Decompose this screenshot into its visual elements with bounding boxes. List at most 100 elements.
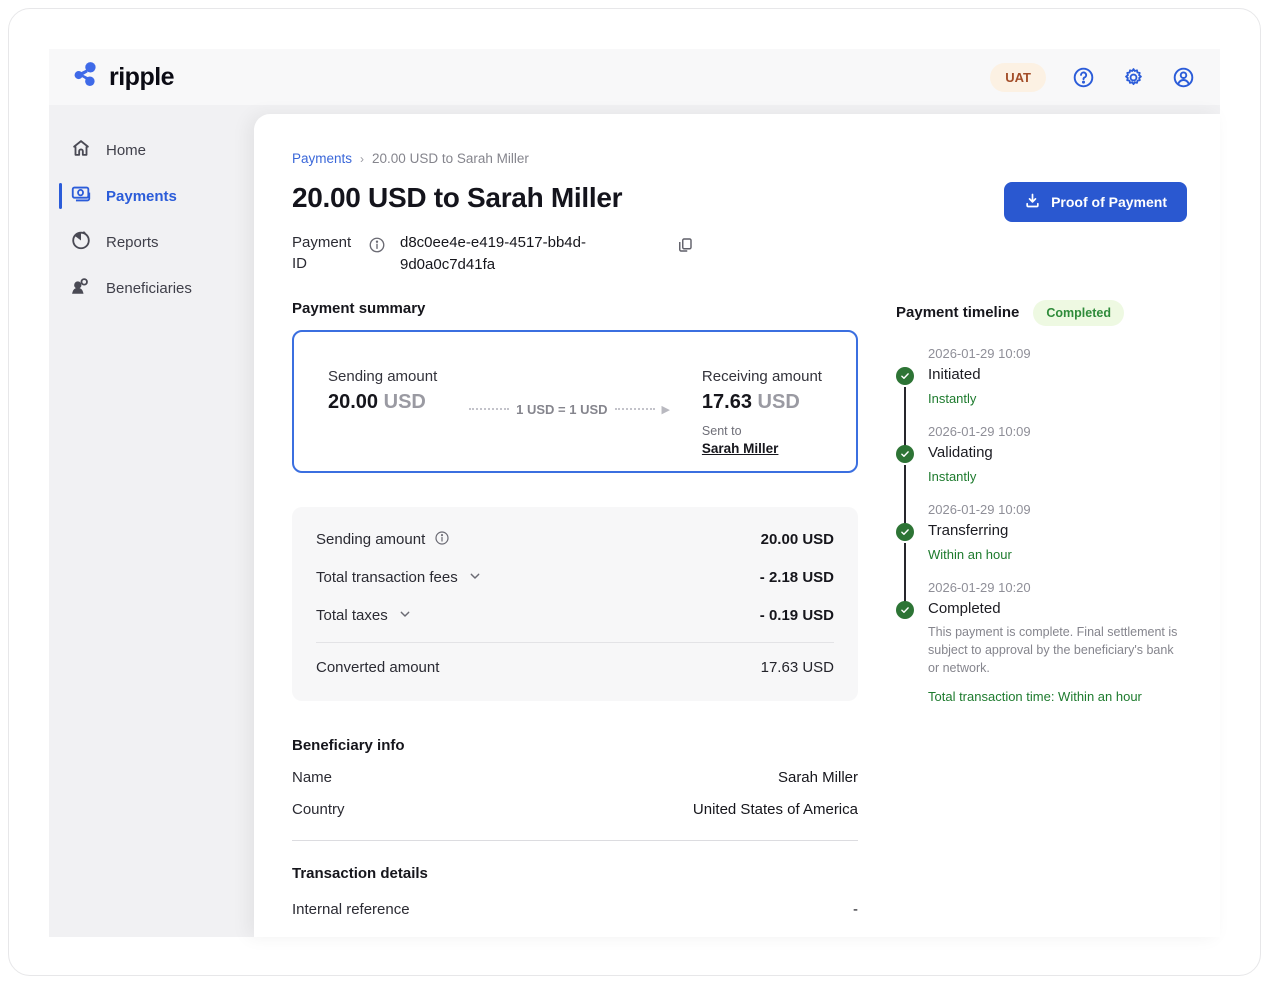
chevron-down-icon[interactable] [397,606,413,626]
beneficiary-country-row: Country United States of America [292,801,858,818]
sidebar-item-home[interactable]: Home [49,127,254,173]
step-description: This payment is complete. Final settleme… [928,624,1178,675]
sending-block: Sending amount 20.00 USD [328,368,437,449]
step-timestamp: 2026-01-29 10:09 [928,501,1031,517]
divider [292,839,858,841]
fee-row-value: 20.00 USD [760,531,834,548]
sidebar-item-payments[interactable]: Payments [49,173,254,219]
sending-amount-value: 20.00 [328,390,379,413]
payment-details-column: Payment summary Sending amount 20.00 USD… [292,300,858,918]
top-header: ripple UAT [49,49,1220,105]
sending-amount-label: Sending amount [328,367,438,385]
step-duration: Instantly [928,390,977,406]
status-badge: Completed [1033,299,1124,326]
fee-row-sending-amount: Sending amount 20.00 USD [316,521,834,559]
receiving-amount-value: 17.63 [701,390,752,413]
fee-row-taxes: Total taxes - 0.19 USD [316,597,834,635]
payment-summary-card: Sending amount 20.00 USD 1 USD = 1 USD ▶ [292,329,858,473]
timeline-step-validating: 2026-01-29 10:09 Validating Instantly [896,423,1187,525]
beneficiary-info-section: Beneficiary info Name Sarah Miller Count… [292,737,858,841]
receiving-block: Receiving amount 17.63 USD Sent to Sarah… [701,368,822,456]
payment-summary-heading: Payment summary [292,299,426,317]
timeline-step-completed: 2026-01-29 10:20 Completed This payment … [896,580,1187,704]
chevron-down-icon[interactable] [467,568,483,588]
payment-timeline-column: Payment timeline Completed 2026-01-29 10… [896,299,1187,918]
timeline-step-transferring: 2026-01-29 10:09 Transferring Within an … [896,501,1187,603]
info-icon[interactable] [434,530,450,550]
header-actions: UAT [990,62,1196,92]
check-circle-icon [896,444,914,463]
payment-id-value: d8c0ee4e-e419-4517-bb4d-9d0a0c7d41fa [400,234,586,273]
page-title: 20.00 USD to Sarah Miller [292,182,623,213]
ripple-logo-icon [73,61,100,93]
total-transaction-time: Total transaction time: Within an hour [928,688,1142,704]
breadcrumb-payments-link[interactable]: Payments [292,151,353,166]
row-label: Country [292,800,345,818]
breadcrumb-current: 20.00 USD to Sarah Miller [372,151,529,166]
main-panel: Payments › 20.00 USD to Sarah Miller 20.… [254,114,1220,937]
step-timestamp: 2026-01-29 10:20 [928,579,1031,595]
payment-id-row: Payment ID d8c0ee4e-e419-4517-bb4d-9d0a0… [292,232,1187,276]
step-label: Initiated [928,365,981,383]
content-columns: Payment summary Sending amount 20.00 USD… [292,299,1187,918]
step-label: Transferring [928,521,1009,539]
step-timestamp: 2026-01-29 10:09 [928,423,1031,439]
info-icon[interactable] [368,236,386,259]
proof-of-payment-button[interactable]: Proof of Payment [1004,182,1187,222]
fee-row-value: - 0.19 USD [759,607,834,624]
payment-id-label: Payment ID [292,234,352,272]
people-icon [70,275,92,301]
fee-row-label: Total transaction fees [316,569,458,586]
beneficiary-link[interactable]: Sarah Miller [701,440,779,456]
fee-row-label: Total taxes [316,607,388,624]
transaction-details-heading: Transaction details [292,864,428,882]
beneficiary-name-row: Name Sarah Miller [292,769,858,786]
beneficiary-info-heading: Beneficiary info [292,736,405,754]
sidebar-item-beneficiaries[interactable]: Beneficiaries [49,265,254,311]
timeline-steps: 2026-01-29 10:09 Initiated Instantly 202… [896,346,1187,704]
pie-clock-icon [70,229,92,255]
exchange-rate: 1 USD = 1 USD ▶ [469,402,670,417]
app-window: ripple UAT [8,8,1261,976]
app-body: Home Payments [49,105,1220,937]
payment-timeline-heading: Payment timeline [896,304,1020,321]
step-label: Completed [928,599,1001,617]
environment-badge: UAT [990,62,1046,92]
help-icon[interactable] [1070,64,1096,90]
transaction-details-section: Transaction details Internal reference - [292,865,858,918]
sending-currency: USD [383,390,426,413]
receiving-currency: USD [757,390,800,413]
internal-reference-row: Internal reference - [292,901,858,918]
step-timestamp: 2026-01-29 10:09 [928,345,1031,361]
sidebar-item-label: Payments [106,187,177,205]
row-label: Name [292,768,333,786]
step-duration: Within an hour [928,546,1012,562]
check-circle-icon [896,600,914,619]
title-row: 20.00 USD to Sarah Miller Proof of Payme… [292,182,1187,222]
row-value: United States of America [692,800,858,818]
sidebar-item-reports[interactable]: Reports [49,219,254,265]
sidebar-item-label: Home [106,141,147,159]
fee-row-label: Sending amount [316,531,426,548]
check-circle-icon [896,366,914,385]
brand-wordmark: ripple [109,62,175,91]
dotted-line [469,408,510,410]
dotted-line [614,408,655,410]
exchange-rate-text: 1 USD = 1 USD [516,401,608,417]
fees-breakdown-panel: Sending amount 20.00 USD [292,506,858,701]
breadcrumb: Payments › 20.00 USD to Sarah Miller [292,151,1187,166]
step-label: Validating [928,443,993,461]
ripple-logo[interactable]: ripple [73,61,175,93]
sent-to-label: Sent to [701,423,742,438]
settings-gear-icon[interactable] [1120,64,1146,90]
fee-row-transaction-fees: Total transaction fees - 2.18 USD [316,559,834,597]
breadcrumb-separator-icon: › [360,151,365,166]
divider [316,641,834,643]
row-value: - [853,900,858,918]
fee-row-value: - 2.18 USD [759,569,834,586]
arrow-right-icon: ▶ [661,403,671,416]
copy-icon[interactable] [676,236,694,257]
profile-icon[interactable] [1170,64,1196,90]
row-label: Internal reference [292,900,410,918]
home-icon [70,137,92,163]
